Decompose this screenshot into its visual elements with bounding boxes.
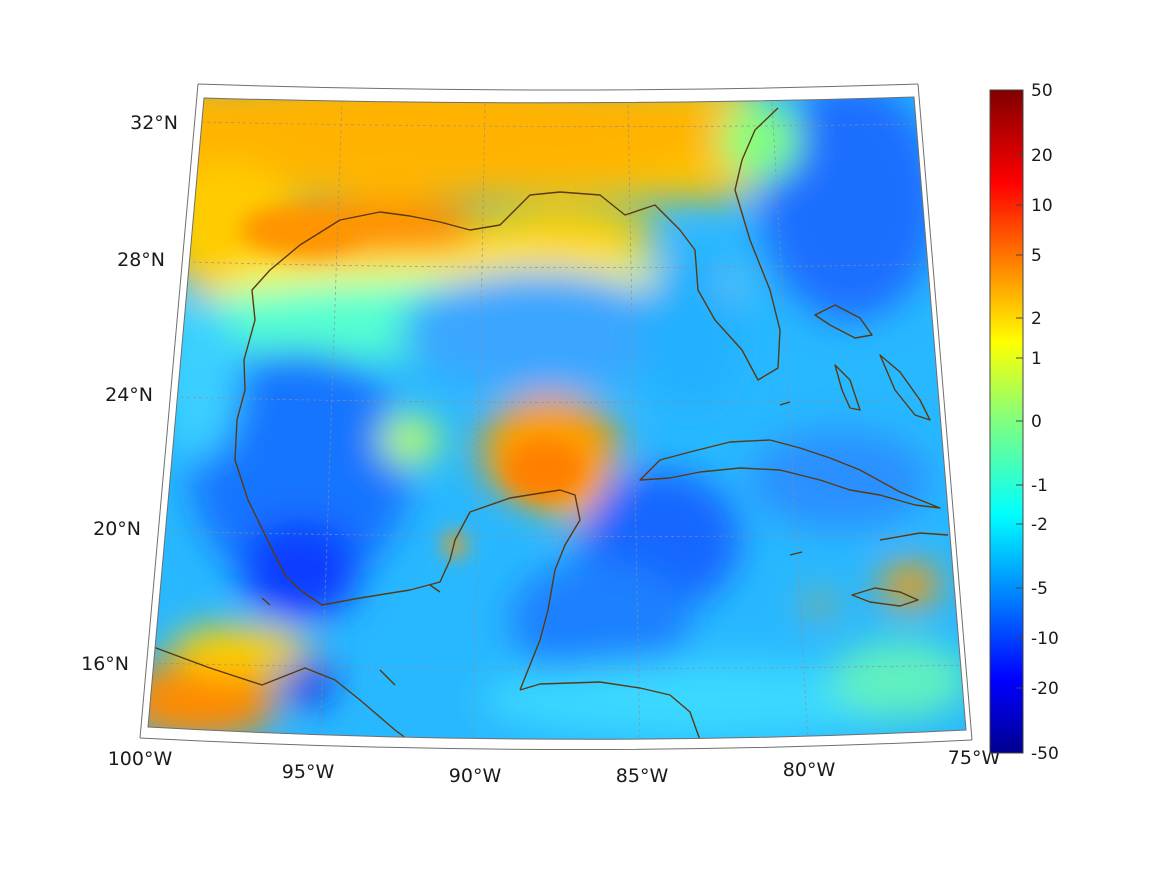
lat-label-20: 20°N: [93, 518, 141, 540]
latitude-labels: 32°N 28°N 24°N 20°N 16°N: [81, 112, 178, 675]
lat-label-32: 32°N: [130, 112, 178, 134]
lon-label-80: 80°W: [783, 759, 836, 781]
colorbar: 50 20 10 5 2 1 0 -1 -2 -5 -10 -20 -50: [989, 81, 1059, 764]
longitude-labels: 100°W 95°W 90°W 85°W 80°W 75°W: [108, 747, 1001, 787]
colorbar-tick-label: 50: [1031, 81, 1053, 101]
lon-label-85: 85°W: [616, 765, 669, 787]
data-field: [148, 97, 966, 740]
colorbar-tick-label: 5: [1031, 246, 1042, 266]
colorbar-tick-label: -20: [1031, 679, 1059, 699]
colorbar-tick-label: -1: [1031, 476, 1048, 496]
graticule: [148, 99, 966, 740]
lat-label-24: 24°N: [105, 384, 153, 406]
colorbar-tick-label: 0: [1031, 412, 1042, 432]
lon-label-95: 95°W: [282, 761, 335, 783]
colorbar-tick-label: -5: [1031, 579, 1048, 599]
lat-label-16: 16°N: [81, 653, 129, 675]
lon-label-75: 75°W: [948, 747, 1001, 769]
colorbar-tick-label: 10: [1031, 196, 1053, 216]
lat-label-28: 28°N: [117, 249, 165, 271]
colorbar-tick-label: -50: [1031, 744, 1059, 764]
colorbar-tick-label: 1: [1031, 349, 1042, 369]
colorbar-tick-label: -2: [1031, 515, 1048, 535]
lon-label-100: 100°W: [108, 748, 173, 770]
lon-label-90: 90°W: [449, 765, 502, 787]
colorbar-tick-label: -10: [1031, 629, 1059, 649]
colorbar-tick-label: 20: [1031, 146, 1053, 166]
colorbar-ticks: [1016, 154, 1023, 689]
map-frame: [139, 83, 973, 751]
coastlines: [148, 107, 949, 740]
colorbar-tick-label: 2: [1031, 309, 1042, 329]
